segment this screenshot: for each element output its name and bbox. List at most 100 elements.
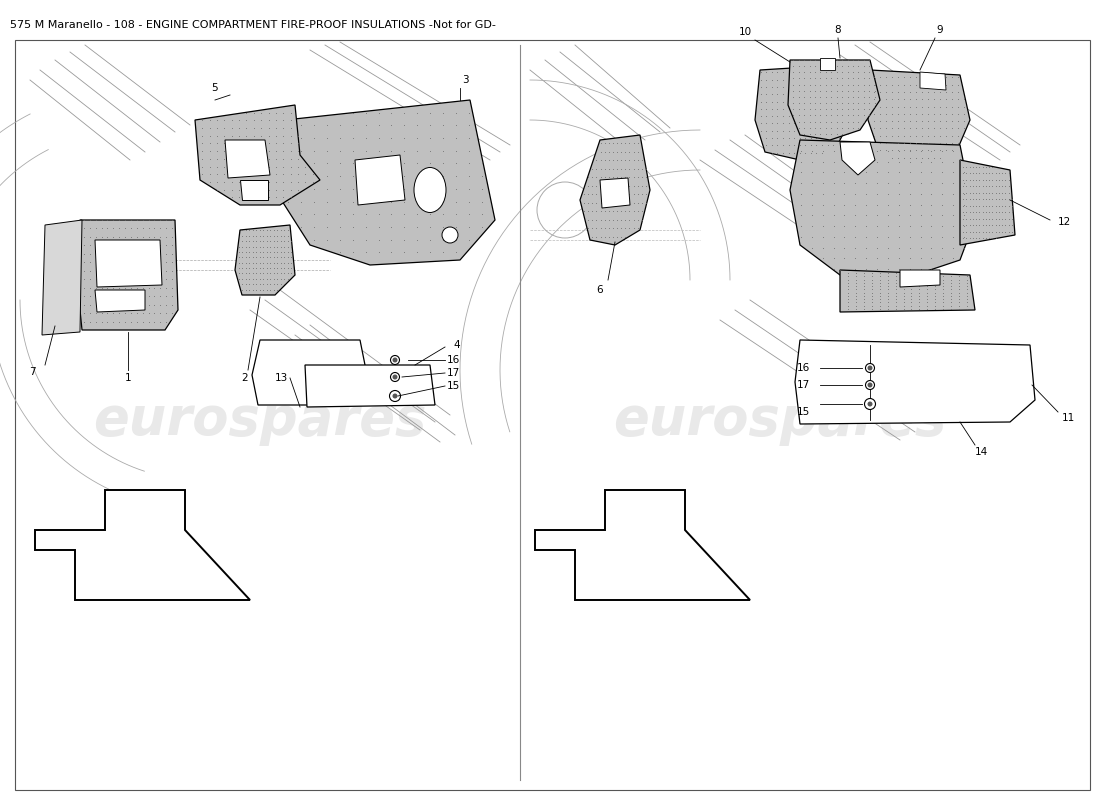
Polygon shape: [960, 160, 1015, 245]
Point: [911, 290, 928, 302]
Point: [817, 84, 835, 97]
Point: [460, 132, 477, 145]
Point: [967, 180, 984, 193]
Point: [163, 239, 180, 252]
Point: [751, 110, 769, 122]
Point: [824, 139, 842, 152]
Point: [244, 224, 262, 237]
Point: [877, 130, 894, 142]
Point: [955, 209, 972, 222]
Point: [925, 71, 943, 84]
Point: [201, 114, 219, 126]
Point: [128, 264, 145, 277]
Point: [901, 144, 918, 157]
Point: [408, 234, 426, 246]
Point: [629, 179, 647, 192]
Point: [244, 273, 262, 286]
Point: [943, 280, 960, 293]
Point: [925, 122, 943, 135]
Point: [911, 277, 928, 290]
Point: [460, 119, 477, 132]
Point: [260, 122, 277, 134]
Point: [758, 95, 776, 108]
Point: [396, 246, 414, 258]
Point: [937, 100, 955, 113]
Point: [993, 174, 1011, 186]
Point: [1000, 199, 1018, 212]
Point: [110, 282, 128, 294]
Text: 7: 7: [29, 367, 35, 377]
Point: [268, 224, 286, 237]
Point: [983, 206, 1001, 218]
Point: [251, 246, 268, 258]
Point: [208, 130, 226, 142]
Point: [955, 166, 972, 179]
Point: [758, 117, 776, 130]
Point: [194, 137, 211, 150]
Point: [473, 182, 491, 195]
Point: [844, 109, 861, 122]
Point: [784, 54, 802, 66]
Point: [408, 144, 426, 157]
Point: [604, 188, 622, 201]
Point: [895, 130, 913, 142]
Point: [637, 162, 654, 175]
Point: [110, 290, 128, 302]
Point: [871, 296, 889, 309]
Point: [584, 230, 602, 243]
Point: [855, 270, 872, 283]
Point: [836, 209, 854, 222]
Point: [824, 66, 842, 78]
Point: [293, 144, 310, 157]
Point: [122, 264, 140, 277]
Point: [396, 119, 414, 132]
Point: [836, 230, 854, 243]
Point: [383, 132, 400, 145]
Point: [847, 187, 865, 200]
Point: [932, 137, 949, 150]
Point: [887, 302, 904, 315]
Point: [625, 171, 642, 184]
Point: [871, 130, 889, 142]
Point: [926, 302, 944, 315]
Point: [866, 107, 883, 120]
Point: [157, 306, 175, 319]
Point: [625, 205, 642, 218]
Point: [245, 130, 263, 142]
Point: [961, 199, 979, 212]
Point: [923, 230, 940, 243]
Point: [807, 95, 825, 108]
Point: [408, 246, 426, 258]
Point: [620, 137, 638, 150]
Point: [895, 100, 913, 113]
Point: [871, 283, 889, 296]
Point: [596, 137, 614, 150]
Point: [448, 234, 465, 246]
Point: [923, 252, 940, 265]
Point: [608, 146, 626, 158]
Point: [925, 93, 943, 106]
Point: [604, 214, 622, 226]
Point: [866, 86, 883, 98]
Point: [421, 144, 439, 157]
Point: [813, 117, 830, 130]
Polygon shape: [820, 58, 835, 70]
Point: [145, 290, 163, 302]
Point: [600, 196, 617, 209]
Point: [145, 282, 163, 294]
Point: [980, 199, 998, 212]
Point: [305, 182, 322, 195]
Point: [780, 102, 798, 115]
Point: [157, 247, 175, 260]
Point: [421, 246, 439, 258]
Point: [248, 224, 265, 237]
Point: [421, 182, 439, 195]
Point: [913, 107, 931, 120]
Point: [987, 186, 1004, 199]
Point: [813, 139, 830, 152]
Point: [608, 214, 626, 226]
Point: [997, 193, 1014, 206]
Point: [889, 100, 906, 113]
Point: [297, 168, 315, 181]
Point: [223, 130, 241, 142]
